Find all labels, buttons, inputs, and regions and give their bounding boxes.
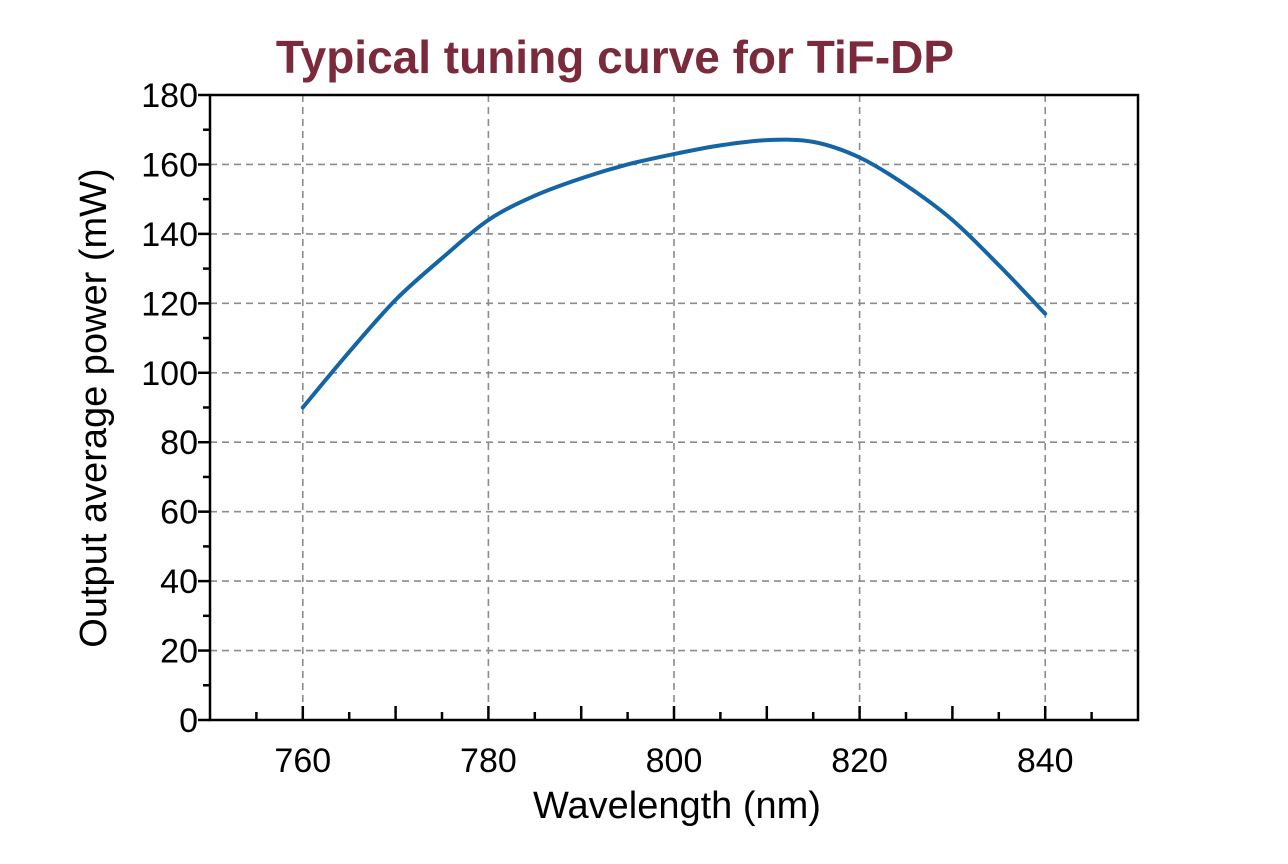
y-tick-label: 0 bbox=[179, 702, 198, 740]
x-tick-label: 840 bbox=[1017, 742, 1074, 780]
grid bbox=[210, 95, 1138, 720]
axis-ticks bbox=[198, 93, 1093, 722]
y-tick-label: 160 bbox=[141, 146, 198, 184]
x-tick-label: 820 bbox=[831, 742, 888, 780]
x-tick-label: 800 bbox=[646, 742, 703, 780]
y-tick-label: 140 bbox=[141, 216, 198, 254]
y-tick-label: 40 bbox=[160, 563, 198, 601]
y-tick-label: 180 bbox=[141, 77, 198, 115]
chart-title: Typical tuning curve for TiF-DP bbox=[276, 31, 954, 83]
x-tick-label: 760 bbox=[274, 742, 331, 780]
series-line bbox=[300, 137, 1048, 410]
y-axis-label: Output average power (mW) bbox=[73, 168, 115, 647]
x-tick-label: 780 bbox=[460, 742, 517, 780]
y-tick-label: 60 bbox=[160, 494, 198, 532]
y-tick-label: 100 bbox=[141, 355, 198, 393]
y-tick-label: 20 bbox=[160, 633, 198, 671]
x-axis-label: Wavelength (nm) bbox=[533, 785, 821, 827]
y-tick-label: 80 bbox=[160, 424, 198, 462]
tick-labels: 760 780 800 820 840 0 20 40 60 80 100 120 140 160 180 bbox=[141, 77, 1073, 780]
y-tick-label: 120 bbox=[141, 285, 198, 323]
series-layer bbox=[300, 137, 1048, 410]
